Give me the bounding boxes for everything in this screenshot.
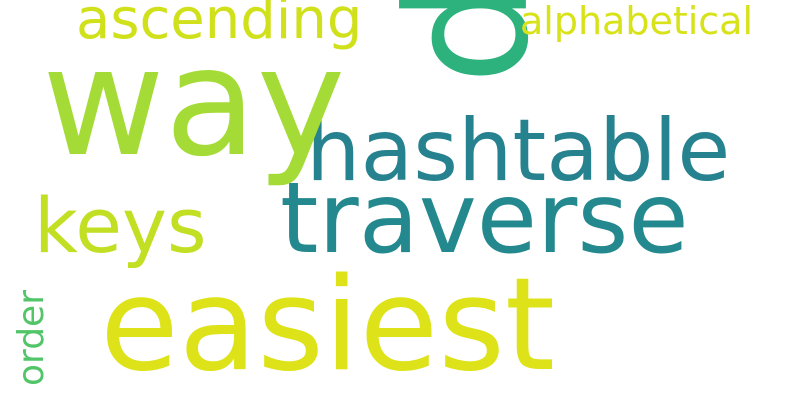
word-easiest: easiest xyxy=(100,251,556,400)
word-hashtable: hashtable xyxy=(306,101,731,201)
word-way: way xyxy=(42,16,346,190)
word-ascending: ascending xyxy=(76,0,363,52)
word-traverse: traverse xyxy=(280,162,689,276)
word-keys: keys xyxy=(34,181,207,270)
word-alphabetical: alphabetical xyxy=(520,0,754,43)
word-order: order xyxy=(11,290,52,386)
